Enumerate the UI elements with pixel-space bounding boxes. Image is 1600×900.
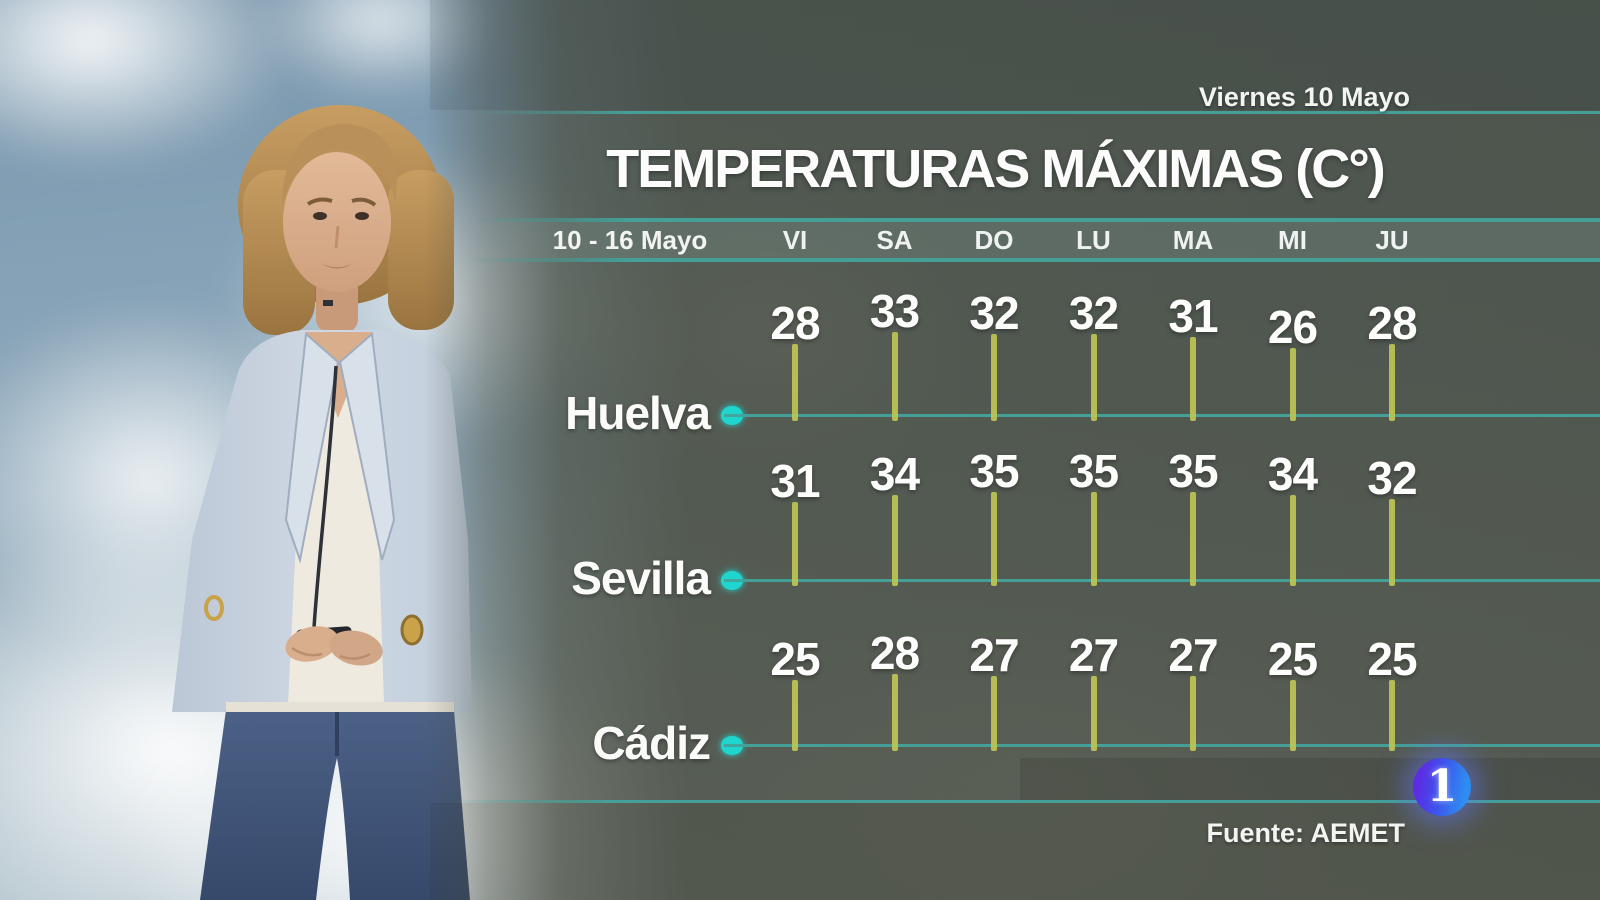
temp-stem (1389, 344, 1395, 421)
city-label: Huelva (565, 387, 711, 439)
temp-value: 34 (1267, 448, 1318, 500)
band-bottom-line (468, 258, 1600, 262)
temp-stem (1190, 676, 1196, 751)
source-attribution: Fuente: AEMET (1206, 818, 1406, 848)
temp-stem (991, 676, 997, 751)
channel-logo-la1: 1 (1413, 758, 1471, 816)
bottom-divider-line (452, 800, 1600, 803)
temp-stem (1090, 676, 1097, 751)
day-column-label: SA (876, 225, 913, 255)
city-label: Sevilla (571, 552, 711, 604)
temp-stem (891, 495, 898, 586)
temp-value: 34 (869, 448, 920, 500)
temp-stem (792, 502, 798, 586)
temp-value: 28 (770, 297, 820, 349)
bottom-right-box (1020, 758, 1600, 802)
day-column-label: MA (1172, 225, 1214, 255)
channel-logo-digit: 1 (1426, 761, 1458, 812)
city-label: Cádiz (592, 717, 711, 769)
page-title: TEMPERATURAS MÁXIMAS (C°) (606, 139, 1386, 199)
temp-stem (1289, 495, 1296, 586)
temp-value: 27 (969, 629, 1019, 681)
day-column-label: DO (974, 225, 1014, 255)
band-top-line (468, 218, 1600, 222)
temp-value: 35 (1168, 445, 1218, 497)
broadcast-date: Viernes 10 Mayo (1198, 82, 1410, 112)
temp-value: 31 (770, 455, 820, 507)
temp-stem (1090, 492, 1097, 586)
temp-stem (1190, 492, 1196, 586)
temp-stem (792, 344, 798, 421)
temp-stem (891, 332, 898, 421)
temp-stem (1289, 680, 1296, 751)
temp-value: 33 (869, 285, 920, 337)
temp-stem (792, 680, 798, 751)
day-column-label: VI (782, 225, 808, 255)
temp-stem (991, 492, 997, 586)
day-header-band (468, 222, 1600, 258)
temp-value: 25 (1267, 633, 1318, 685)
temp-value: 35 (969, 445, 1019, 497)
panel-bottom-tint (430, 803, 1600, 900)
row-baseline (724, 579, 1600, 582)
temp-stem (1389, 680, 1395, 751)
temp-stem (1090, 334, 1097, 421)
temp-value: 28 (1367, 297, 1417, 349)
temp-value: 27 (1168, 629, 1218, 681)
temp-value: 28 (869, 627, 920, 679)
day-column-label: MI (1278, 225, 1307, 255)
temp-value: 32 (1068, 287, 1119, 339)
temp-value: 32 (969, 287, 1019, 339)
row-baseline (724, 414, 1600, 417)
day-column-label: LU (1076, 225, 1111, 255)
temp-stem (1190, 337, 1196, 421)
temp-value: 35 (1068, 445, 1119, 497)
temp-stem (891, 674, 898, 751)
temp-stem (1289, 348, 1296, 421)
top-divider-line (468, 111, 1600, 114)
temp-value: 27 (1068, 629, 1119, 681)
temp-stem (991, 334, 997, 421)
day-column-label: JU (1375, 225, 1409, 255)
week-range-label: 10 - 16 Mayo (552, 225, 708, 255)
temp-stem (1389, 499, 1395, 586)
temp-value: 25 (1367, 633, 1417, 685)
temp-value: 32 (1367, 452, 1417, 504)
temp-value: 25 (770, 633, 820, 685)
row-baseline (724, 744, 1600, 747)
temp-value: 26 (1267, 301, 1318, 353)
temp-value: 31 (1168, 290, 1218, 342)
panel-top-tint (430, 0, 1600, 110)
